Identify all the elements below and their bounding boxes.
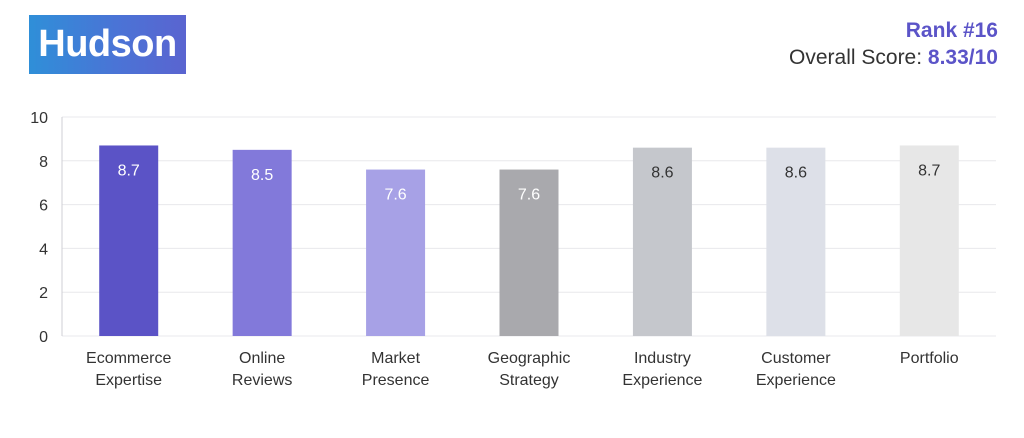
hudson-logo: Hudson: [29, 15, 186, 74]
bar-2: [366, 169, 426, 336]
category-label-3-0: Geographic: [488, 350, 571, 367]
category-label-5-0: Customer: [761, 350, 831, 367]
category-label-5-1: Experience: [756, 372, 836, 389]
category-label-2-1: Presence: [362, 372, 430, 389]
y-tick-label-4: 4: [39, 241, 48, 258]
category-label-1-1: Reviews: [232, 372, 292, 389]
category-label-0-0: Ecommerce: [86, 350, 171, 367]
data-label-1: 8.5: [251, 167, 273, 184]
data-label-0: 8.7: [118, 162, 140, 179]
y-tick-label-0: 0: [39, 329, 48, 346]
data-label-6: 8.7: [918, 162, 940, 179]
bar-1: [232, 149, 292, 336]
y-tick-label-10: 10: [30, 110, 48, 127]
data-label-4: 8.6: [651, 165, 673, 182]
category-label-1-0: Online: [239, 350, 285, 367]
category-label-4-0: Industry: [634, 350, 691, 367]
overall-score-value: 8.33/10: [927, 46, 998, 69]
score-summary: Rank #16 Overall Score: 8.33/10: [789, 18, 998, 72]
data-label-5: 8.6: [785, 165, 807, 182]
data-label-3: 7.6: [518, 187, 540, 204]
category-label-3-1: Strategy: [499, 372, 559, 389]
bar-0: [99, 145, 159, 336]
category-label-0-1: Expertise: [95, 372, 162, 389]
bar-6: [899, 145, 959, 336]
y-tick-label-6: 6: [39, 198, 48, 215]
category-label-4-1: Experience: [622, 372, 702, 389]
category-label-2-0: Market: [371, 350, 420, 367]
bar-4: [632, 147, 692, 336]
y-tick-label-8: 8: [39, 154, 48, 171]
bar-5: [766, 147, 826, 336]
bar-3: [499, 169, 559, 336]
category-label-6-0: Portfolio: [900, 350, 959, 367]
rank-label: Rank #16: [905, 19, 998, 42]
y-tick-label-2: 2: [39, 285, 48, 302]
data-label-2: 7.6: [384, 187, 406, 204]
overall-score: Overall Score: 8.33/10: [789, 44, 998, 72]
overall-score-label: Overall Score:: [789, 46, 928, 69]
